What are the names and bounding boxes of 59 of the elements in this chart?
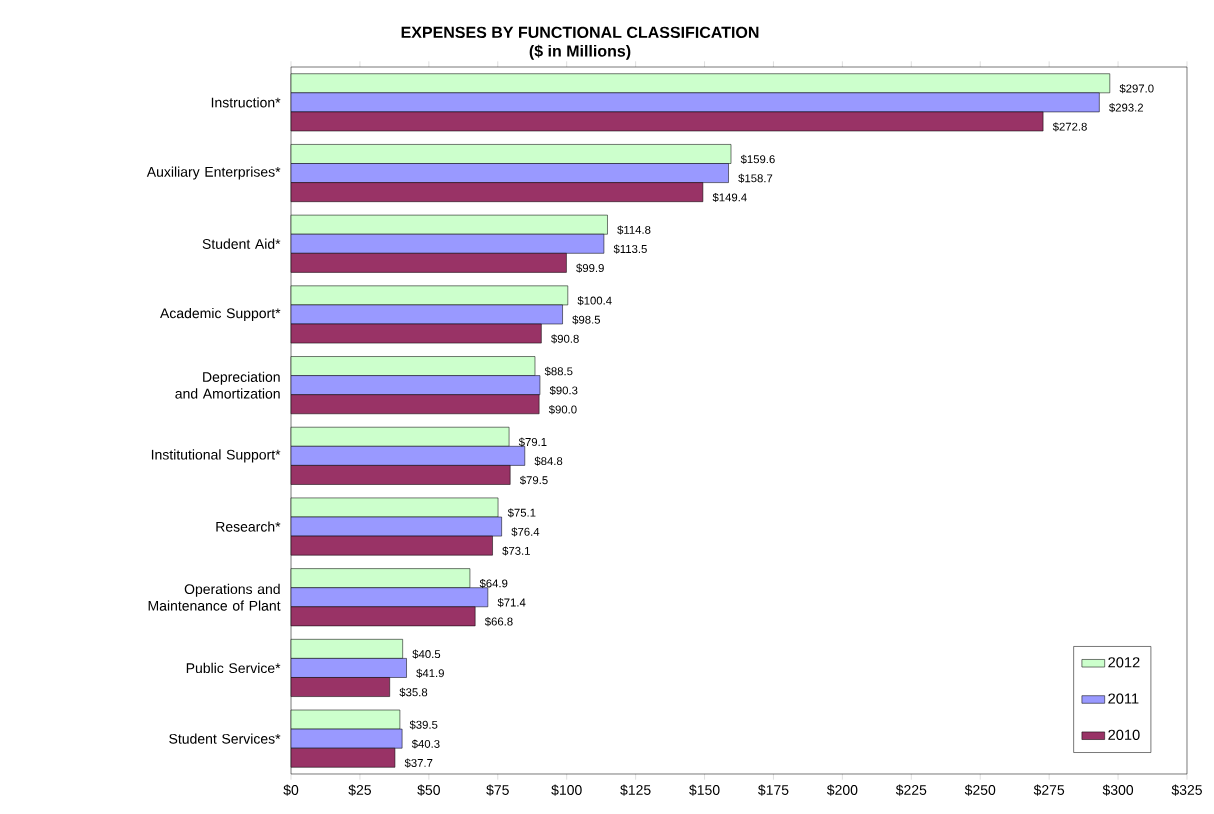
data-label: $293.2 [1109,103,1144,113]
data-label: $159.6 [740,154,775,164]
data-label: $37.7 [404,758,433,768]
y-tick-label: Student Aid* [202,238,281,249]
x-tick-label: $150 [689,784,720,796]
y-tick-label: Auxiliary Enterprises* [146,166,281,180]
data-label: $73.1 [502,546,530,556]
data-label: $40.3 [411,739,440,749]
chart-title: EXPENSES BY FUNCTIONAL CLASSIFICATION [401,26,759,39]
legend-label: 2010 [1108,729,1140,740]
x-tick-label: $275 [1033,784,1065,796]
y-tick-label: Depreciation and Amortization [175,371,280,399]
data-label: $41.9 [416,668,444,678]
x-tick-label: $125 [620,784,651,796]
data-label: $39.5 [409,720,438,730]
data-label: $90.0 [548,404,577,415]
chart-subtitle: ($ in Millions) [529,44,631,60]
data-label: $99.9 [576,263,604,273]
data-label: $66.8 [484,617,513,627]
data-label: $40.5 [412,649,441,659]
data-label: $98.5 [572,315,601,325]
legend-label: 2012 [1108,657,1140,668]
y-tick-label: Student Services* [169,733,281,744]
y-tick-label: Public Service* [186,662,281,674]
y-tick-label: Instruction* [211,97,281,108]
data-label: $272.8 [1052,122,1087,132]
x-tick-label: $25 [348,784,372,796]
x-tick-label: $250 [964,784,996,796]
data-label: $90.3 [549,385,578,396]
data-label: $84.8 [534,456,563,466]
data-label: $158.7 [738,173,773,183]
x-tick-label: $225 [895,784,927,796]
x-tick-label: $300 [1102,784,1134,796]
data-label: $75.1 [507,508,536,518]
x-tick-label: $75 [486,784,509,796]
x-tick-label: $100 [551,784,582,796]
y-tick-label: Academic Support* [160,307,281,321]
data-label: $64.9 [479,578,508,589]
data-label: $79.5 [519,475,548,485]
y-tick-label: Research* [216,521,281,532]
data-label: $297.0 [1119,84,1154,94]
x-tick-label: $200 [826,784,858,796]
x-tick-label: $50 [417,784,440,796]
data-label: $149.4 [712,192,747,203]
data-label: $71.4 [497,598,526,608]
y-tick-label: Institutional Support* [151,449,281,463]
y-tick-label: Operations and Maintenance of Plant [148,583,281,611]
data-label: $76.4 [511,527,540,537]
x-tick-label: $175 [758,784,789,796]
data-label: $90.8 [551,334,579,344]
data-label: $88.5 [544,366,573,376]
data-label: $114.8 [617,225,651,235]
x-tick-label: $0 [283,784,299,796]
data-label: $100.4 [577,296,612,306]
data-label: $79.1 [518,437,547,447]
data-label: $113.5 [613,244,647,254]
x-tick-label: $325 [1171,784,1202,796]
legend-label: 2011 [1108,693,1139,704]
data-label: $35.8 [399,687,428,697]
